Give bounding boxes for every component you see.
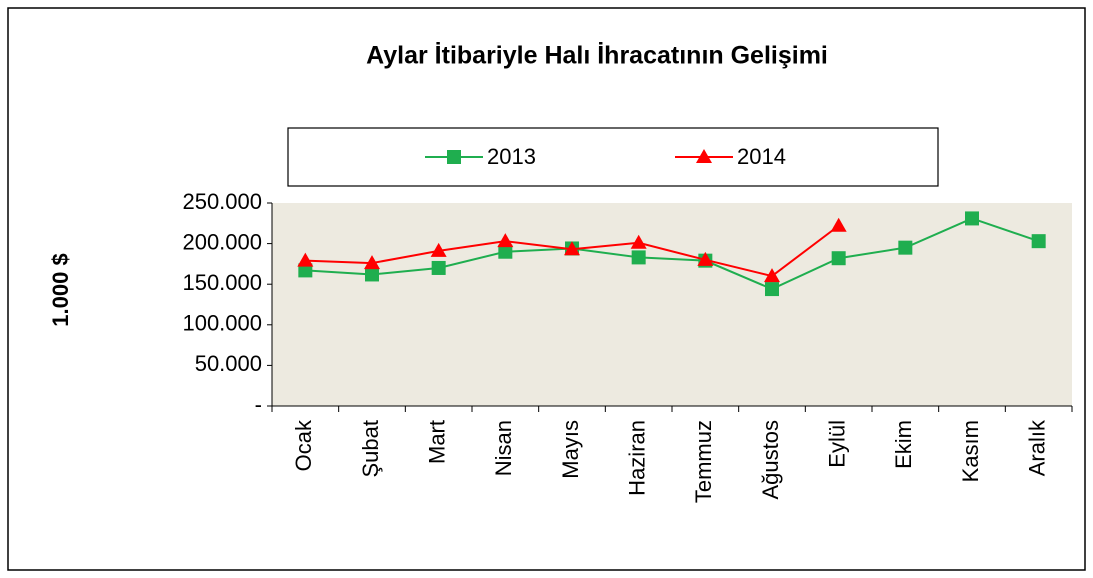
y-axis-label: 1.000 $ [48,253,73,326]
data-point [765,282,779,297]
x-tick-label: Eylül [824,420,849,468]
x-tick-label: Ekim [891,420,916,469]
data-point [1031,234,1046,249]
data-point [965,211,979,226]
data-point [630,234,647,249]
legend-label: 2014 [737,144,786,169]
data-point [831,251,846,266]
y-tick-label: 150.000 [182,270,262,295]
y-tick-label: 50.000 [195,351,262,376]
chart-title: Aylar İtibariyle Halı İhracatının Gelişi… [366,42,828,70]
y-tick-label: 100.000 [182,311,262,336]
x-tick-label: Kasım [958,420,983,482]
data-point [298,263,313,278]
x-tick-label: Mayıs [558,420,583,479]
x-tick-label: Temmuz [691,420,716,503]
x-tick-label: Şubat [358,420,383,478]
data-point [365,267,379,282]
y-tick-label: - [255,392,262,417]
data-point [431,260,446,275]
data-point [898,240,913,255]
data-point [430,242,447,257]
x-tick-label: Nisan [491,420,516,476]
plot-area [272,203,1072,406]
data-point [364,255,380,270]
y-tick-label: 250.000 [182,189,262,214]
x-tick-label: Ağustos [758,420,783,500]
data-point [497,233,514,248]
legend-marker [696,149,712,163]
data-point [697,251,714,266]
data-point [297,252,314,267]
legend-box [287,127,939,187]
legend-label: 2013 [487,144,536,169]
data-point [631,250,646,265]
data-point [564,241,580,256]
data-point [830,217,847,232]
series-line [305,217,1039,291]
x-tick-label: Ocak [291,419,316,471]
x-tick-label: Haziran [624,420,649,496]
legend-marker [447,150,461,164]
x-tick-label: Mart [424,420,449,464]
data-point [764,268,780,283]
data-point [498,244,513,259]
x-tick-label: Aralık [1024,419,1049,476]
y-tick-label: 200.000 [182,229,262,254]
